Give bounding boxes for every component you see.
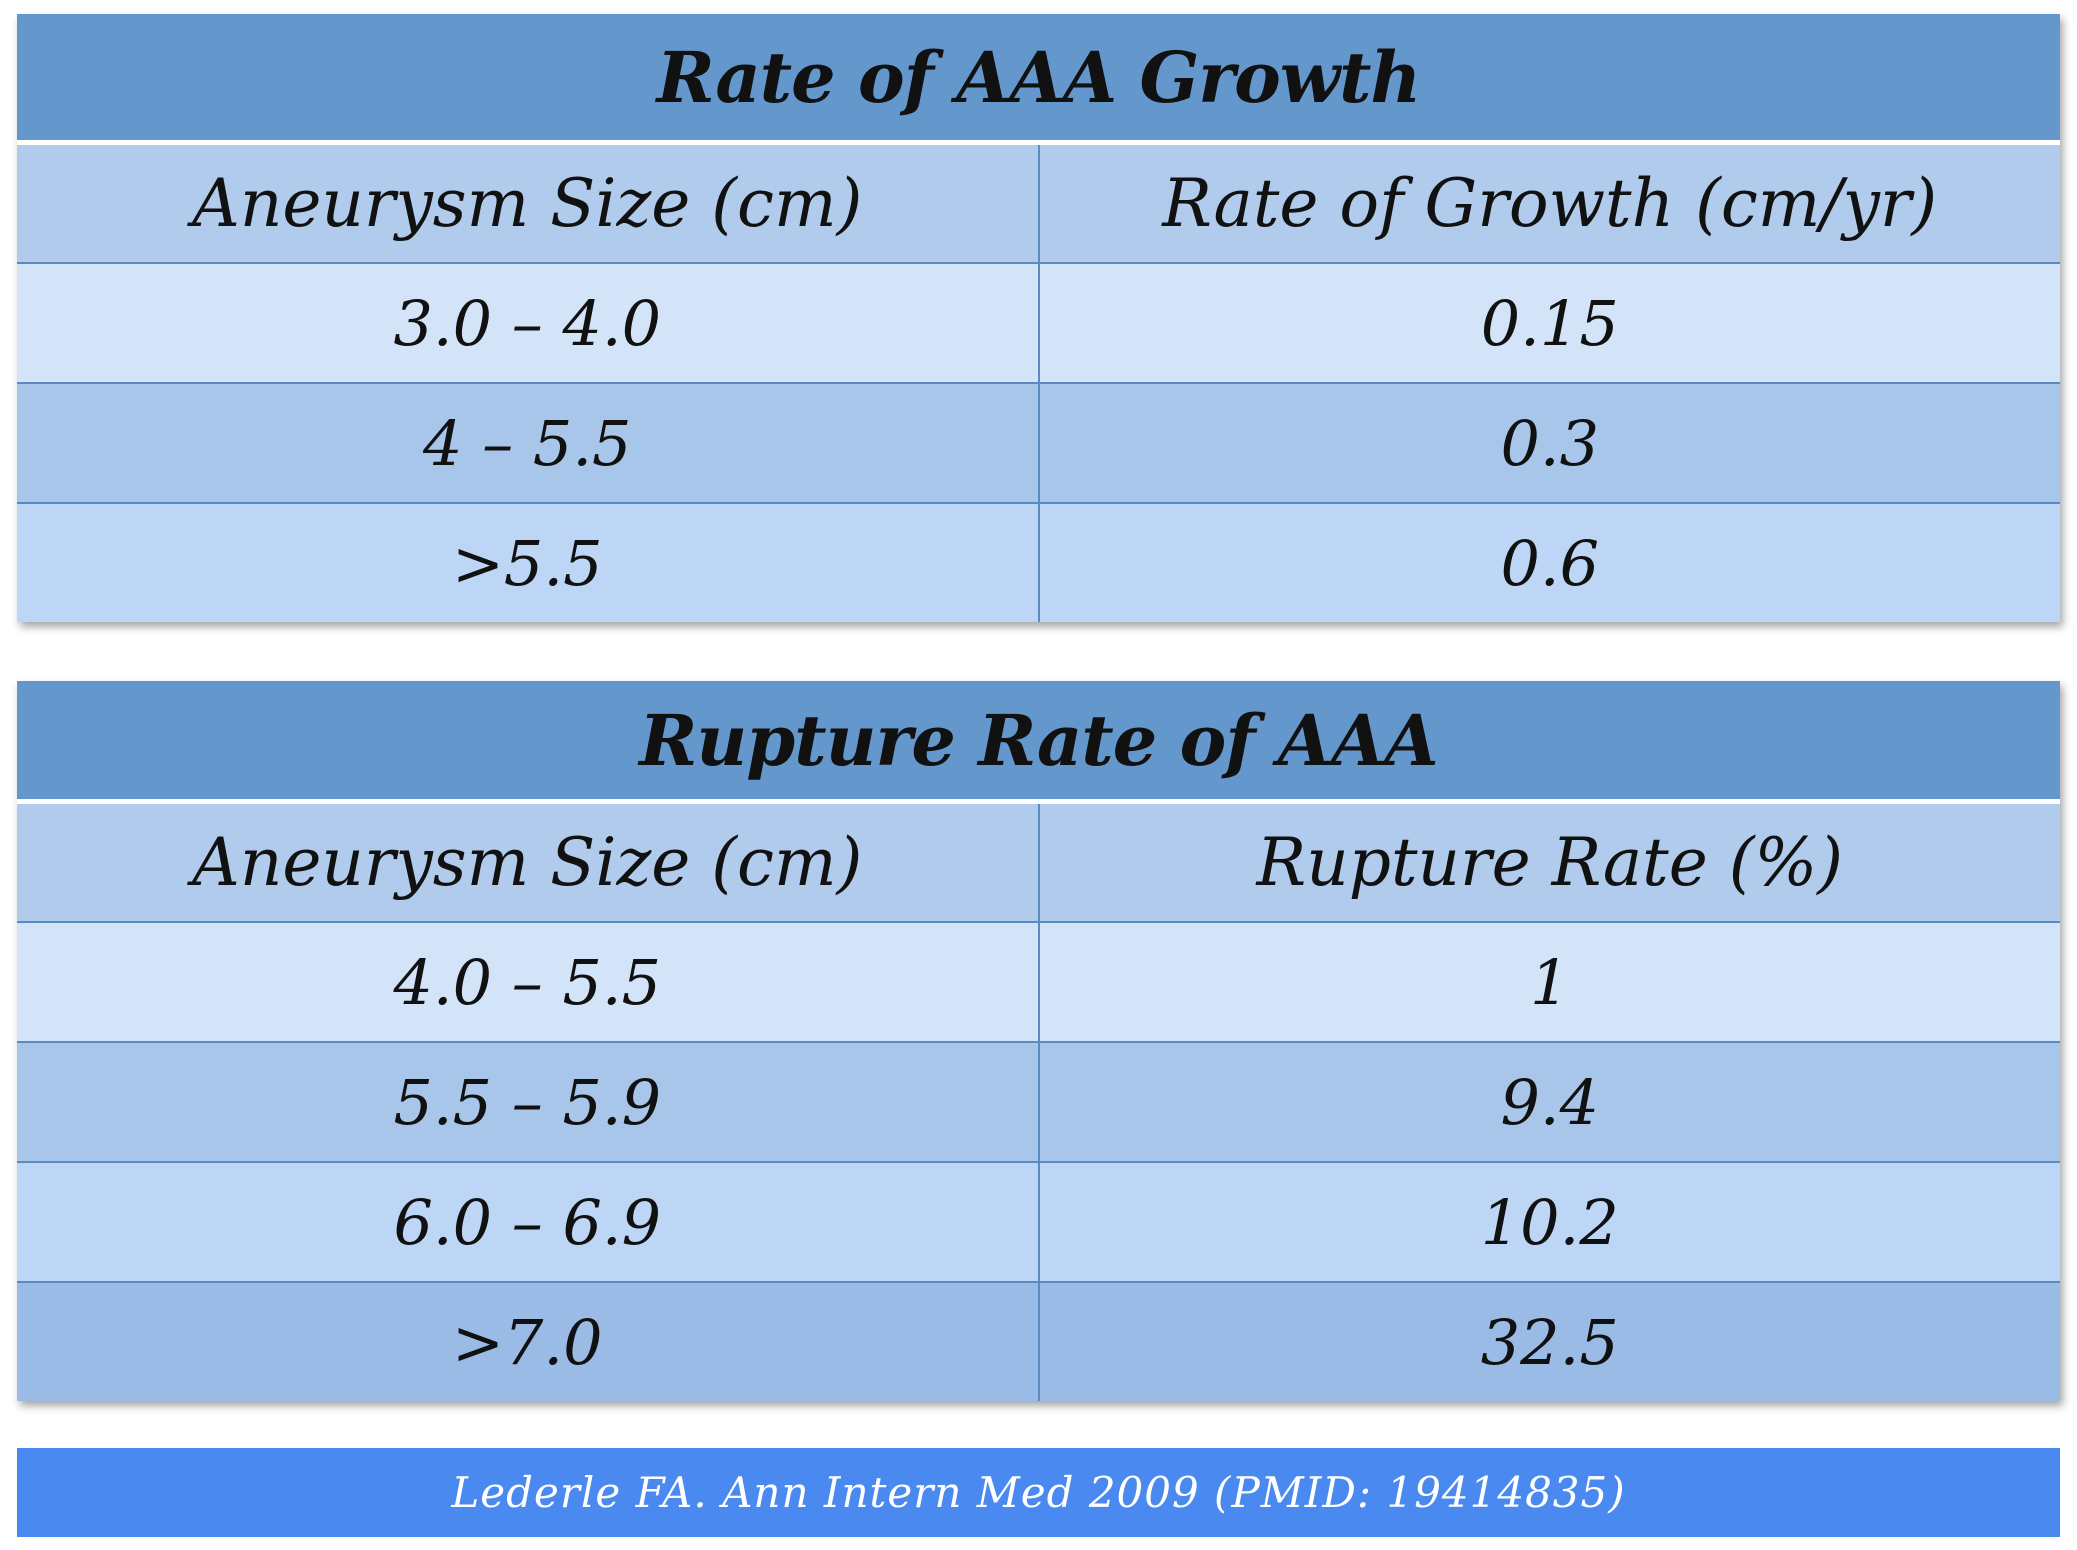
cell-growth-rate: 0.6	[1037, 502, 2060, 622]
table-title-row: Rupture Rate of AAA	[17, 681, 2060, 804]
column-header-size: Aneurysm Size (cm)	[17, 801, 1039, 922]
column-header-growth-rate: Rate of Growth (cm/yr)	[1037, 142, 2060, 263]
table-row: 4 – 5.5 0.3	[17, 382, 2060, 503]
table-row: 4.0 – 5.5 1	[17, 921, 2060, 1042]
growth-rate-table: Rate of AAA Growth Aneurysm Size (cm) Ra…	[17, 14, 2060, 622]
table-row: 6.0 – 6.9 10.2	[17, 1161, 2060, 1282]
table-row: 3.0 – 4.0 0.15	[17, 262, 2060, 383]
cell-size: 3.0 – 4.0	[17, 262, 1039, 383]
rupture-rate-table: Rupture Rate of AAA Aneurysm Size (cm) R…	[17, 681, 2060, 1401]
table-row: >5.5 0.6	[17, 502, 2060, 622]
cell-rupture-rate: 10.2	[1037, 1161, 2060, 1282]
cell-rupture-rate: 32.5	[1037, 1281, 2060, 1401]
cell-size: 5.5 – 5.9	[17, 1041, 1039, 1162]
cell-growth-rate: 0.15	[1037, 262, 2060, 383]
cell-size: 4 – 5.5	[17, 382, 1039, 503]
cell-rupture-rate: 9.4	[1037, 1041, 2060, 1162]
cell-size: >5.5	[17, 502, 1039, 622]
growth-table-title: Rate of AAA Growth	[17, 14, 2060, 145]
rupture-table-title: Rupture Rate of AAA	[17, 681, 2060, 804]
column-header-size: Aneurysm Size (cm)	[17, 142, 1039, 263]
column-header-rupture-rate: Rupture Rate (%)	[1037, 801, 2060, 922]
table-row: >7.0 32.5	[17, 1281, 2060, 1401]
cell-size: 6.0 – 6.9	[17, 1161, 1039, 1282]
table-header-row: Aneurysm Size (cm) Rupture Rate (%)	[17, 801, 2060, 922]
cell-growth-rate: 0.3	[1037, 382, 2060, 503]
citation-bar: Lederle FA. Ann Intern Med 2009 (PMID: 1…	[17, 1448, 2060, 1537]
table-header-row: Aneurysm Size (cm) Rate of Growth (cm/yr…	[17, 142, 2060, 263]
cell-size: >7.0	[17, 1281, 1039, 1401]
cell-size: 4.0 – 5.5	[17, 921, 1039, 1042]
table-title-row: Rate of AAA Growth	[17, 14, 2060, 145]
table-row: 5.5 – 5.9 9.4	[17, 1041, 2060, 1162]
cell-rupture-rate: 1	[1037, 921, 2060, 1042]
